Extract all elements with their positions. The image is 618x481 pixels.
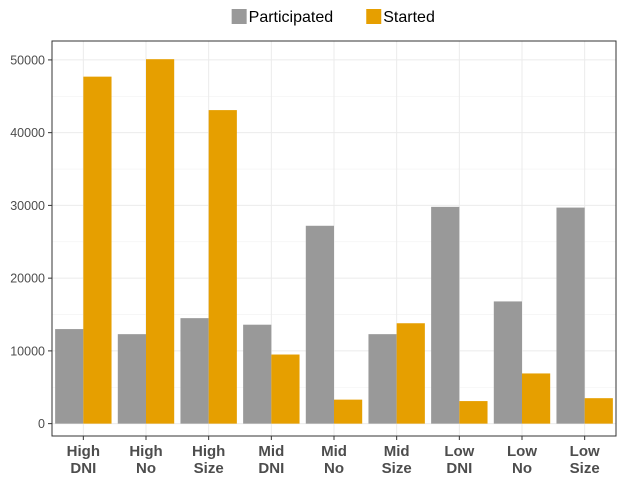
legend-key <box>366 9 382 24</box>
bar-participated <box>117 334 146 424</box>
bar-participated <box>243 324 272 424</box>
legend-label: Participated <box>249 9 334 26</box>
legend-item-started: Started <box>366 9 435 26</box>
bar-participated <box>493 301 522 424</box>
x-tick-label: Low DNI <box>444 443 474 477</box>
legend-label: Started <box>383 9 435 26</box>
bar-started <box>146 59 175 424</box>
y-tick-label: 30000 <box>10 199 45 213</box>
y-axis-ticks: 0 10000 20000 30000 40000 50000 <box>10 53 52 431</box>
x-tick-label: Mid No <box>321 443 347 477</box>
x-tick-label: Low Size <box>570 443 600 477</box>
bars <box>55 59 613 424</box>
bar-started <box>83 76 112 424</box>
bar-participated <box>431 206 460 424</box>
x-axis-ticks: High DNI High No High Size Mid DNI Mid No Mid Size L… <box>67 436 600 477</box>
y-tick-label: 0 <box>38 417 45 431</box>
bar-started <box>459 401 488 424</box>
bar-started <box>396 323 425 424</box>
x-tick-label: Mid Size <box>382 443 412 477</box>
bar-started <box>208 110 237 424</box>
x-tick-label: High DNI <box>67 443 100 477</box>
legend-item-participated: Participated <box>231 9 334 26</box>
y-tick-label: 40000 <box>10 126 45 140</box>
x-tick-label: Low No <box>507 443 537 477</box>
bar-participated <box>180 318 209 424</box>
y-tick-label: 50000 <box>10 53 45 67</box>
legend-key <box>231 9 247 24</box>
bar-started <box>334 399 363 424</box>
bar-participated <box>55 329 84 424</box>
bar-started <box>522 373 551 424</box>
x-tick-label: High Size <box>192 443 225 477</box>
bar-participated <box>305 225 334 424</box>
bar-started <box>271 354 300 424</box>
bar-participated <box>556 207 585 424</box>
legend: Participated Started <box>231 9 435 26</box>
y-tick-label: 20000 <box>10 272 45 286</box>
bar-started <box>584 398 613 424</box>
bar-participated <box>368 334 397 424</box>
x-tick-label: High No <box>129 443 162 477</box>
y-tick-label: 10000 <box>10 344 45 358</box>
x-tick-label: Mid DNI <box>258 443 284 477</box>
